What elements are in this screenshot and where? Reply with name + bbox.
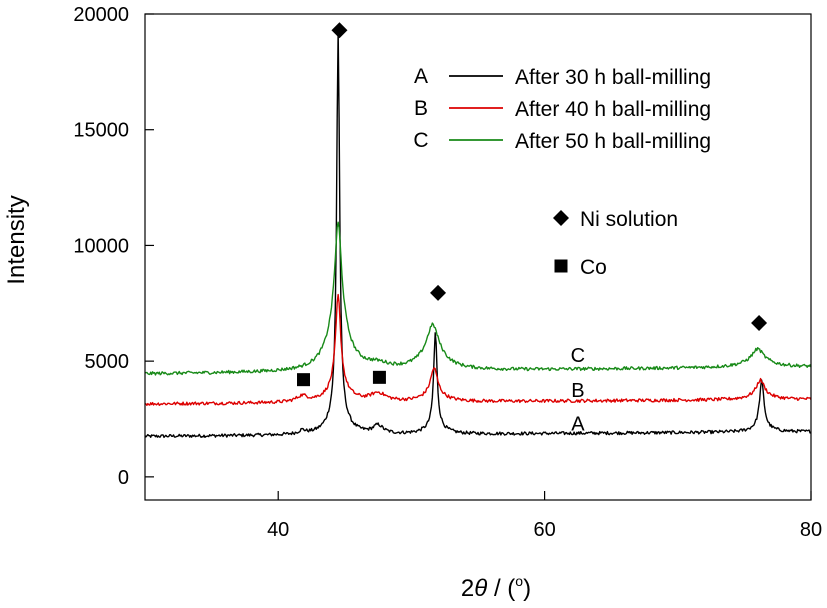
x-axis-title-middle: / ( xyxy=(487,575,515,602)
phase-legend-label: Ni solution xyxy=(580,208,678,231)
phase-legend-label: Co xyxy=(580,256,607,279)
series-line-c xyxy=(144,221,812,376)
curve-label-c: C xyxy=(571,345,585,367)
x-tick-label: 80 xyxy=(800,519,822,541)
legend-label-c: After 50 h ball-milling xyxy=(515,130,711,153)
x-axis-title-suffix: ) xyxy=(523,575,531,602)
legend-label-a: After 30 h ball-milling xyxy=(515,66,711,89)
y-tick-label: 0 xyxy=(118,467,129,489)
plot-frame xyxy=(144,13,812,501)
phase-legend-square-icon xyxy=(554,259,568,273)
diamond-peak-marker xyxy=(331,22,348,39)
legend-key-b: B xyxy=(414,97,428,120)
curve-label-a: A xyxy=(571,413,585,435)
x-tick-label: 40 xyxy=(267,519,289,541)
y-tick-label: 10000 xyxy=(73,235,129,257)
series-line-b xyxy=(144,293,812,407)
x-axis-title-prefix: 2 xyxy=(461,575,474,602)
curve-labels: ABC xyxy=(571,345,586,435)
legend-key-a: A xyxy=(414,65,428,88)
x-axis-title-degree: o xyxy=(515,573,523,589)
axis-ticks: 40 60 80 0 5000 10000 15000 20000 xyxy=(73,4,822,541)
y-tick-label: 15000 xyxy=(73,120,129,142)
square-peak-marker xyxy=(372,370,386,384)
series-line-a xyxy=(144,29,812,439)
square-peak-marker xyxy=(297,373,311,387)
x-axis-title-theta: θ xyxy=(474,575,487,602)
y-tick-label: 20000 xyxy=(73,4,129,26)
series-layer xyxy=(144,29,812,439)
legend: A After 30 h ball-milling B After 40 h ball… xyxy=(413,65,711,153)
legend-label-b: After 40 h ball-milling xyxy=(515,98,711,121)
peak-markers xyxy=(297,22,768,387)
legend-key-c: C xyxy=(413,129,428,152)
curve-label-b: B xyxy=(571,380,584,402)
phase-legend-diamond-icon xyxy=(553,210,569,226)
y-axis-title: Intensity xyxy=(3,195,30,284)
diamond-peak-marker xyxy=(751,314,768,331)
x-axis-title: 2θ / (o) xyxy=(461,573,531,602)
y-tick-label: 5000 xyxy=(85,351,130,373)
phase-legend: Ni solution Co xyxy=(553,208,678,279)
diamond-peak-marker xyxy=(430,284,447,301)
x-tick-label: 60 xyxy=(533,519,555,541)
